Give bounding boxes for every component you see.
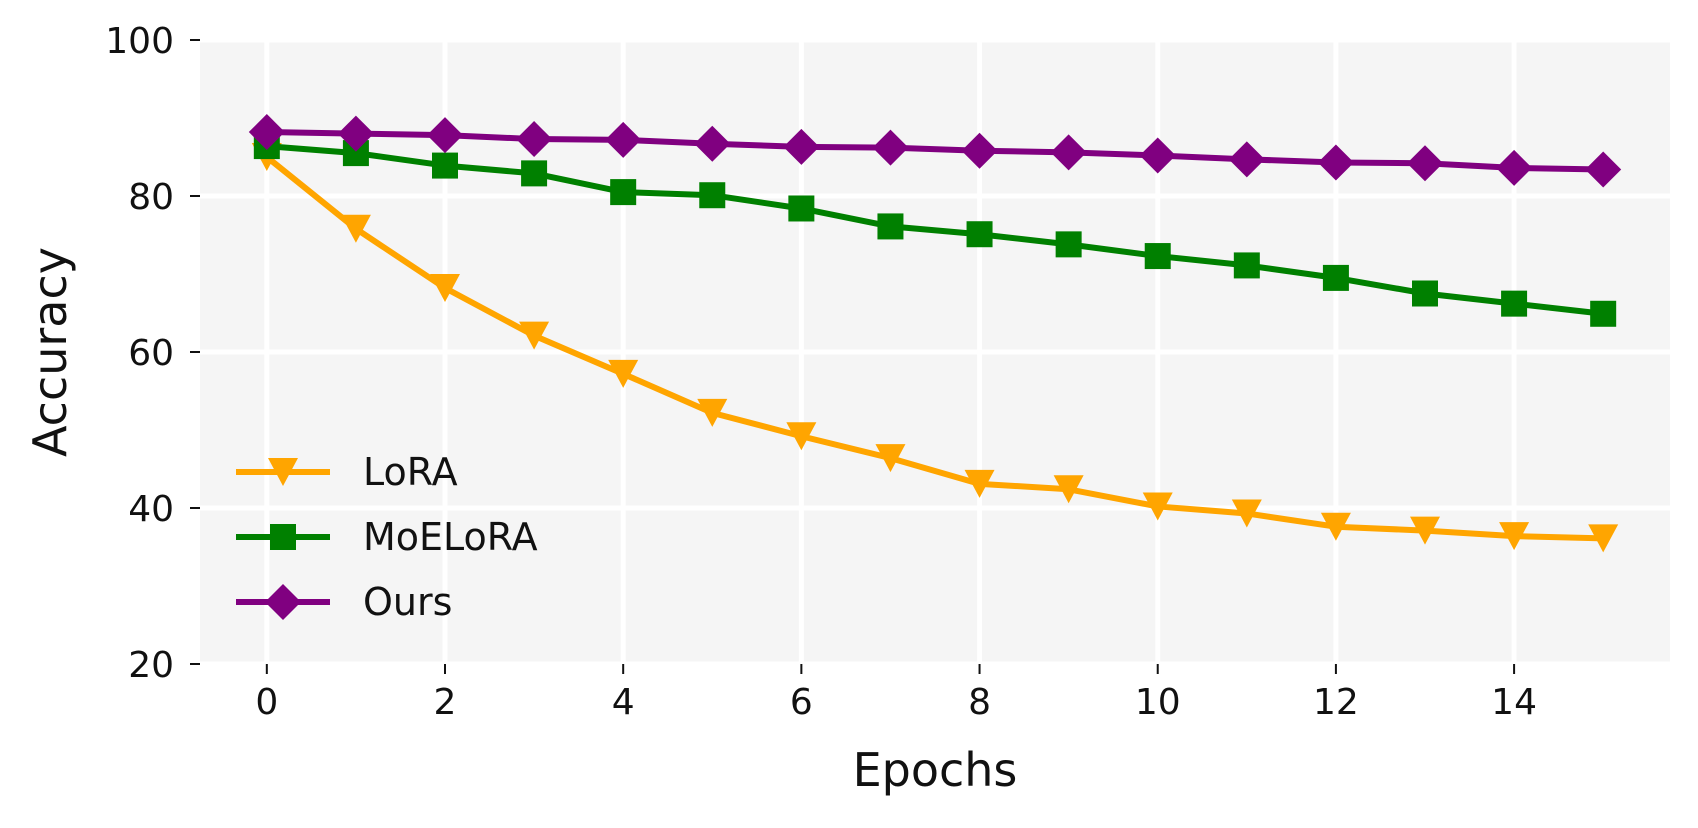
data-point-ours [248, 114, 285, 151]
legend-label-lora: LoRA [363, 450, 458, 494]
series-line-moelora [263, 143, 1607, 317]
axis-ticks: 0 2 4 6 8 10 12 14 20 40 60 80 100 [105, 21, 1537, 723]
series-ours [248, 114, 1622, 188]
data-point-moelora [1233, 252, 1260, 279]
y-tick-label: 20 [128, 645, 174, 686]
x-tick-label: 10 [1135, 682, 1181, 723]
x-tick-label: 0 [255, 682, 278, 723]
legend-label-moelora: MoELoRA [363, 515, 538, 559]
data-point-moelora [966, 221, 993, 248]
data-point-moelora [699, 182, 726, 209]
data-point-moelora [1412, 280, 1438, 307]
data-point-ours [872, 129, 909, 166]
legend-marker-lora [268, 458, 298, 486]
data-point-ours [1496, 149, 1533, 186]
y-tick-label: 80 [128, 177, 174, 218]
legend-item-lora: LoRA [236, 450, 458, 494]
x-tick-label: 6 [790, 682, 813, 723]
data-point-ours [427, 117, 463, 154]
data-point-ours [1228, 141, 1265, 178]
x-axis-title: Epochs [853, 743, 1018, 797]
data-point-ours [1407, 145, 1443, 182]
legend-marker-ours [265, 584, 301, 620]
data-point-lora [1499, 522, 1530, 551]
data-point-lora [1142, 492, 1173, 521]
x-tick-label: 12 [1313, 682, 1359, 723]
data-point-moelora [1144, 243, 1171, 270]
data-point-ours [1317, 144, 1354, 181]
data-point-moelora [521, 160, 548, 187]
legend-item-ours: Ours [236, 580, 452, 624]
data-point-lora [1588, 524, 1619, 553]
data-point-moelora [1322, 264, 1349, 291]
legend-label-ours: Ours [363, 580, 452, 624]
data-point-lora [1231, 499, 1262, 528]
data-point-ours [337, 115, 374, 152]
data-point-ours [1139, 137, 1176, 174]
data-point-ours [783, 128, 820, 165]
data-point-moelora [1055, 231, 1082, 258]
series-lora [251, 143, 1619, 553]
data-point-ours [516, 121, 553, 158]
data-point-lora [786, 422, 817, 451]
data-point-moelora [877, 213, 904, 240]
y-tick-label: 60 [128, 333, 174, 374]
data-point-lora [1053, 475, 1084, 504]
x-tick-label: 4 [612, 682, 635, 723]
data-point-moelora [1590, 300, 1617, 327]
legend: LoRA MoELoRA Ours [236, 450, 538, 624]
x-tick-label: 8 [968, 682, 991, 723]
data-point-lora [697, 398, 728, 427]
data-point-ours [1050, 134, 1087, 171]
series-line-lora [263, 154, 1607, 542]
data-point-lora [1320, 512, 1351, 541]
data-point-lora [519, 321, 550, 350]
data-point-ours [961, 132, 998, 169]
data-point-ours [694, 125, 731, 162]
x-tick-label: 14 [1491, 682, 1537, 723]
data-point-moelora [432, 152, 458, 179]
data-point-lora [964, 469, 995, 498]
data-point-lora [1410, 516, 1440, 545]
series-line-ours [263, 129, 1607, 173]
y-tick-label: 40 [128, 489, 174, 530]
data-point-lora [430, 274, 460, 303]
data-point-lora [340, 214, 371, 243]
y-axis-title: Accuracy [23, 247, 77, 457]
legend-item-moelora: MoELoRA [236, 515, 538, 559]
data-point-lora [875, 444, 906, 473]
x-tick-label: 2 [434, 682, 457, 723]
data-point-ours [605, 121, 642, 158]
data-point-moelora [788, 195, 815, 222]
y-tick-label: 100 [105, 21, 174, 62]
data-point-moelora [610, 179, 637, 206]
data-point-ours [1585, 151, 1622, 188]
series-layer [248, 114, 1622, 553]
legend-marker-moelora [270, 524, 296, 550]
data-point-lora [608, 359, 639, 388]
data-point-moelora [1501, 290, 1528, 317]
